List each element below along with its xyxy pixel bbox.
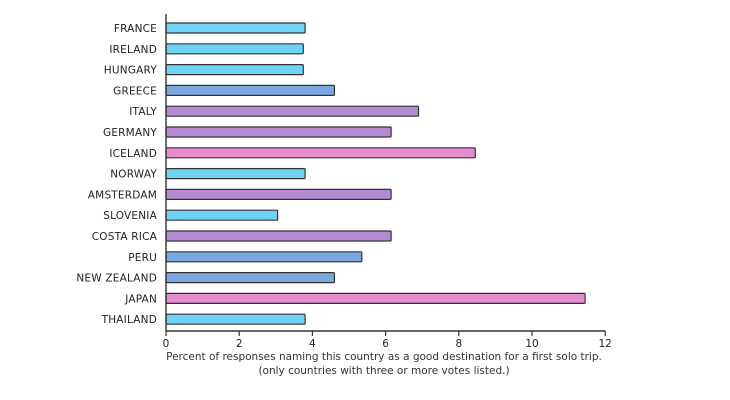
category-label-germany: GERMANY [103, 127, 157, 139]
bar-amsterdam [165, 188, 392, 200]
category-label-greece: GREECE [113, 85, 157, 97]
category-label-france: FRANCE [114, 23, 157, 35]
x-axis-title: Percent of responses naming this country… [166, 351, 602, 363]
bars-group [165, 22, 586, 325]
bar-thailand [165, 313, 306, 325]
x-ticks-group: 0 2 4 6 8 10 12 [163, 331, 612, 350]
x-tick-label-2: 2 [236, 338, 243, 350]
bar-germany [165, 126, 392, 138]
x-tick-label-4: 4 [309, 338, 316, 350]
category-label-hungary: HUNGARY [104, 65, 158, 77]
x-tick-label-0: 0 [163, 338, 170, 350]
bar-greece [165, 84, 335, 97]
category-label-amsterdam: AMSTERDAM [88, 189, 157, 201]
bar-norway [165, 168, 306, 180]
bar-japan [165, 292, 586, 304]
bar-new-zealand [165, 272, 335, 284]
x-tick-label-6: 6 [382, 338, 389, 350]
bar-ireland [165, 43, 304, 55]
bar-france [165, 22, 306, 34]
bar-hungary [165, 63, 304, 76]
bar-peru [165, 251, 363, 263]
bar-slovenia [165, 209, 279, 221]
x-tick-label-8: 8 [455, 338, 462, 350]
x-axis-subtitle: (only countries with three or more votes… [258, 365, 509, 377]
category-label-costa-rica: COSTA RICA [92, 231, 158, 243]
category-label-slovenia: SLOVENIA [103, 210, 157, 222]
x-tick-label-12: 12 [599, 338, 612, 350]
category-label-ireland: IRELAND [109, 44, 157, 56]
category-label-japan: JAPAN [124, 293, 157, 305]
category-label-italy: ITALY [129, 106, 157, 118]
category-label-iceland: ICELAND [109, 148, 157, 160]
category-label-peru: PERU [128, 252, 157, 264]
bar-costa-rica [165, 230, 392, 242]
category-label-thailand: THAILAND [101, 314, 157, 326]
x-tick-label-10: 10 [525, 338, 538, 350]
bar-italy [165, 105, 420, 117]
category-label-new-zealand: NEW ZEALAND [76, 273, 157, 285]
bar-iceland [165, 147, 476, 159]
category-labels-group: FRANCE IRELAND HUNGARY GREECE ITALY GERMANY IC… [76, 23, 157, 326]
category-label-norway: NORWAY [110, 169, 157, 181]
